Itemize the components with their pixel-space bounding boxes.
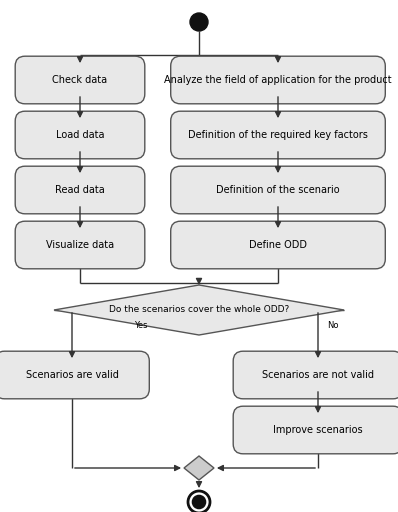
Text: Do the scenarios cover the whole ODD?: Do the scenarios cover the whole ODD? xyxy=(109,306,289,314)
FancyBboxPatch shape xyxy=(15,111,145,159)
FancyBboxPatch shape xyxy=(15,166,145,214)
Text: Yes: Yes xyxy=(135,321,148,330)
Text: Check data: Check data xyxy=(53,75,107,85)
Text: Improve scenarios: Improve scenarios xyxy=(273,425,363,435)
FancyBboxPatch shape xyxy=(15,221,145,269)
Text: Read data: Read data xyxy=(55,185,105,195)
Text: Define ODD: Define ODD xyxy=(249,240,307,250)
FancyBboxPatch shape xyxy=(0,351,149,399)
Polygon shape xyxy=(54,285,344,335)
Circle shape xyxy=(190,13,208,31)
FancyBboxPatch shape xyxy=(171,166,385,214)
Text: Analyze the field of application for the product: Analyze the field of application for the… xyxy=(164,75,392,85)
Text: Load data: Load data xyxy=(56,130,104,140)
Circle shape xyxy=(188,491,210,512)
Text: No: No xyxy=(327,321,339,330)
FancyBboxPatch shape xyxy=(171,111,385,159)
Text: Scenarios are valid: Scenarios are valid xyxy=(25,370,119,380)
Text: Definition of the scenario: Definition of the scenario xyxy=(216,185,340,195)
FancyBboxPatch shape xyxy=(171,56,385,104)
FancyBboxPatch shape xyxy=(233,351,398,399)
Polygon shape xyxy=(184,456,214,480)
FancyBboxPatch shape xyxy=(233,406,398,454)
FancyBboxPatch shape xyxy=(171,221,385,269)
Text: Visualize data: Visualize data xyxy=(46,240,114,250)
Text: Scenarios are not valid: Scenarios are not valid xyxy=(262,370,374,380)
Text: Definition of the required key factors: Definition of the required key factors xyxy=(188,130,368,140)
Circle shape xyxy=(192,496,206,508)
FancyBboxPatch shape xyxy=(15,56,145,104)
